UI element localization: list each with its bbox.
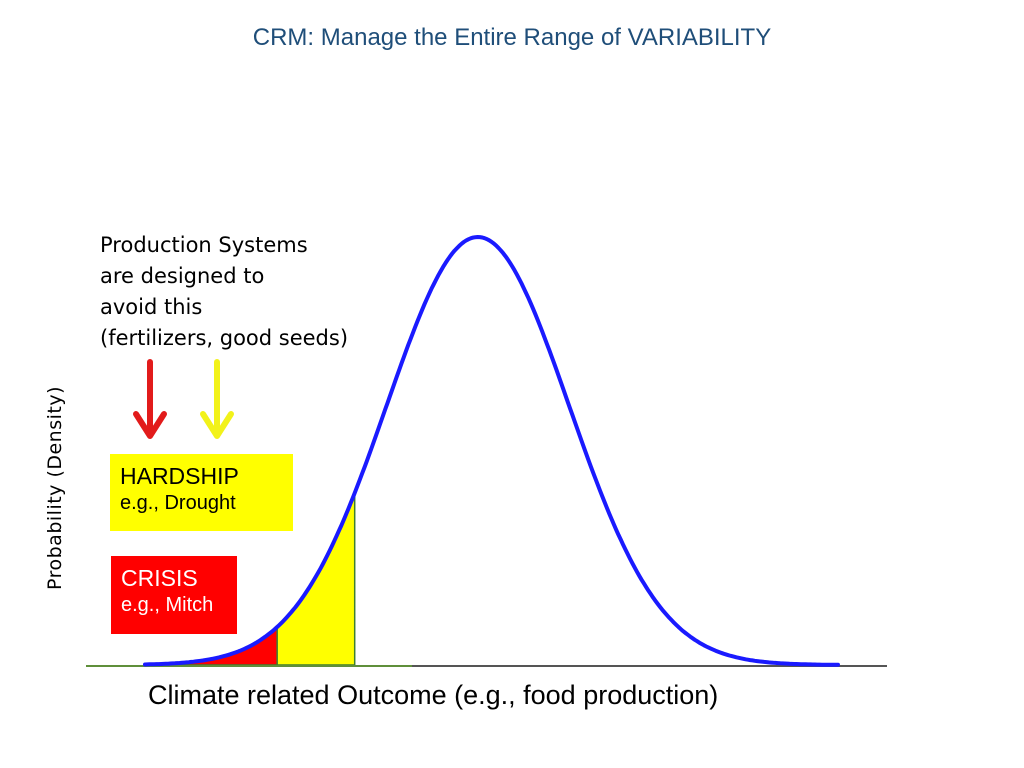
hardship-box: HARDSHIP e.g., Drought [110, 454, 293, 531]
slide-title: CRM: Manage the Entire Range of VARIABIL… [252, 24, 772, 51]
crisis-box: CRISIS e.g., Mitch [111, 556, 237, 634]
hardship-title: HARDSHIP [120, 463, 239, 489]
hardship-arrow-icon [200, 359, 234, 439]
crisis-example: e.g., Mitch [121, 594, 214, 616]
hardship-example: e.g., Drought [120, 492, 236, 514]
design-note-line: avoid this [100, 295, 203, 319]
y-axis-label: Probability (Density) [38, 383, 72, 593]
density-curve [143, 235, 840, 667]
design-note-line: are designed to [100, 264, 265, 288]
design-note: Production Systems are designed to avoid… [100, 230, 400, 354]
crisis-arrow-icon [133, 359, 167, 439]
design-note-line: Production Systems [100, 233, 308, 257]
design-note-line: (fertilizers, good seeds) [100, 326, 349, 350]
x-axis-label: Climate related Outcome (e.g., food prod… [148, 680, 719, 710]
crisis-title: CRISIS [121, 565, 198, 591]
y-axis-label-text: Probability (Density) [44, 385, 66, 591]
